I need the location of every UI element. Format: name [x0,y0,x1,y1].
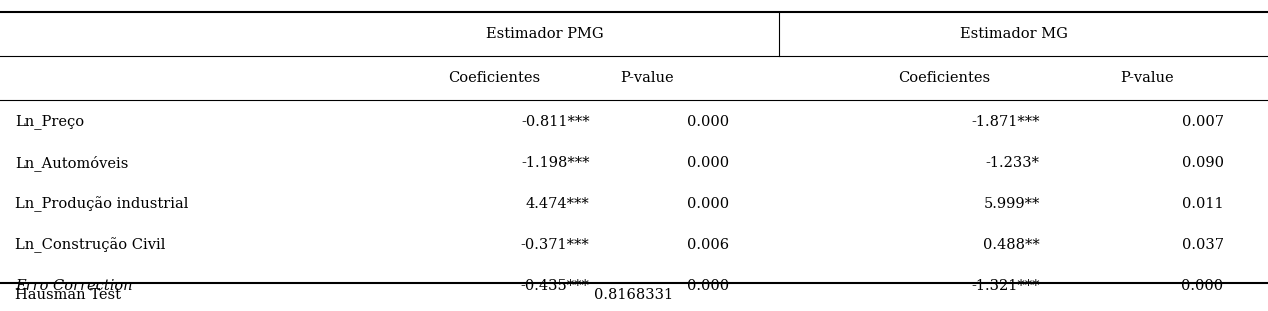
Text: -1.321***: -1.321*** [971,279,1040,293]
Text: 0.037: 0.037 [1182,238,1224,252]
Text: 0.000: 0.000 [687,279,729,293]
Text: -1.871***: -1.871*** [971,115,1040,129]
Text: 0.000: 0.000 [687,115,729,129]
Text: P-value: P-value [620,71,673,85]
Text: Estimador MG: Estimador MG [960,26,1069,41]
Text: 0.006: 0.006 [687,238,729,252]
Text: Ln_Construção Civil: Ln_Construção Civil [15,237,166,253]
Text: Ln_Preço: Ln_Preço [15,114,85,129]
Text: Coeficientes: Coeficientes [899,71,990,85]
Text: 5.999**: 5.999** [984,197,1040,211]
Text: -0.811***: -0.811*** [521,115,590,129]
Text: -0.435***: -0.435*** [521,279,590,293]
Text: Erro Correction: Erro Correction [15,279,133,293]
Text: 0.090: 0.090 [1182,156,1224,170]
Text: 0.000: 0.000 [1182,279,1224,293]
Text: Hausman Test: Hausman Test [15,288,122,302]
Text: Ln_Produção industrial: Ln_Produção industrial [15,196,189,212]
Text: Estimador PMG: Estimador PMG [487,26,604,41]
Text: 0.011: 0.011 [1182,197,1224,211]
Text: Ln_Automóveis: Ln_Automóveis [15,155,128,171]
Text: P-value: P-value [1121,71,1174,85]
Text: 0.8168331: 0.8168331 [595,288,673,302]
Text: 0.000: 0.000 [687,156,729,170]
Text: 0.488**: 0.488** [983,238,1040,252]
Text: -1.233*: -1.233* [985,156,1040,170]
Text: -0.371***: -0.371*** [521,238,590,252]
Text: -1.198***: -1.198*** [521,156,590,170]
Text: 4.474***: 4.474*** [526,197,590,211]
Text: 0.000: 0.000 [687,197,729,211]
Text: 0.007: 0.007 [1182,115,1224,129]
Text: Coeficientes: Coeficientes [449,71,540,85]
